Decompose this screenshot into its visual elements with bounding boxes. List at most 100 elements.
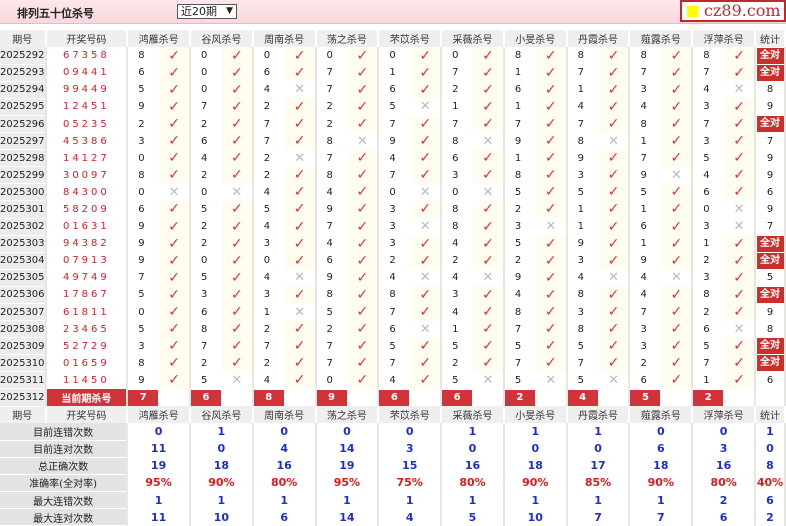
kill-number-cell: 7 <box>640 152 647 164</box>
kill-number-cell: 7 <box>326 221 333 233</box>
draw-number-cell: 23465 <box>45 320 129 338</box>
kill-number-cell: 7 <box>138 272 145 284</box>
stats-value: 10 <box>189 508 254 526</box>
check-icon: ✓ <box>159 132 191 150</box>
check-icon: ✓ <box>221 64 254 82</box>
check-icon: ✓ <box>724 252 756 270</box>
stats-value: 15 <box>378 457 443 475</box>
kill-number-cell: 6 <box>703 186 710 198</box>
chevron-down-icon: ▼ <box>226 6 233 16</box>
site-logo[interactable]: cz89.com <box>680 0 786 22</box>
kill-number-cell: 6 <box>200 306 208 318</box>
table-row: 2025301 58209 6 ✓ 5 ✓ 5 ✓ 9 ✓ 3 ✓ 8 ✓ 2 ✓ 1 ✓ 1 ✓ 0 ✕ 9 <box>0 200 786 219</box>
cross-icon: ✕ <box>410 183 443 201</box>
kill-number-cell: 4 <box>263 84 271 96</box>
check-icon: ✓ <box>347 252 380 270</box>
kill-number-cell: 5 <box>389 101 396 113</box>
check-icon: ✓ <box>598 286 631 304</box>
check-icon: ✓ <box>284 235 317 253</box>
kill-number-cell: 1 <box>514 67 522 79</box>
kill-number-cell: 7 <box>200 101 208 113</box>
header-draw: 开奖号码 <box>45 30 129 48</box>
kill-number-cell: 7 <box>326 340 333 352</box>
stats-value: 80% <box>692 474 756 492</box>
draw-number-cell: 61811 <box>45 303 129 321</box>
period-range-select[interactable]: 近20期 ▼ <box>177 4 237 19</box>
check-icon: ✓ <box>724 183 756 201</box>
kill-number-cell: 2 <box>452 357 459 369</box>
stats-value: 90% <box>503 474 568 492</box>
stats-value: 3 <box>378 440 443 458</box>
check-icon: ✓ <box>410 81 443 99</box>
check-icon: ✓ <box>724 354 756 372</box>
kill-number-cell: 5 <box>577 186 585 198</box>
kill-number-cell: 0 <box>389 50 396 62</box>
kill-number-cell: 6 <box>263 67 271 79</box>
kill-number-cell: 8 <box>577 135 585 147</box>
stats-label: 总正确次数 <box>0 457 129 475</box>
check-icon: ✓ <box>284 252 317 270</box>
draw-number-cell: 11450 <box>45 371 129 389</box>
kill-number-cell: 8 <box>452 221 459 233</box>
check-icon: ✓ <box>221 354 254 372</box>
kill-number-cell: 1 <box>514 152 522 164</box>
stats-value: 0 <box>252 423 317 441</box>
header-stat: 统计 <box>755 406 786 424</box>
table-row: 2025303 94382 9 ✓ 2 ✓ 3 ✓ 4 ✓ 3 ✓ 4 ✓ 5 ✓ 9 ✓ 1 ✓ 1 ✓ 全对 <box>0 235 786 253</box>
period-cell: 2025300 <box>0 183 47 202</box>
stat-cell: 8 <box>755 81 786 99</box>
check-icon: ✓ <box>724 166 756 184</box>
blank-cell <box>598 388 631 407</box>
kill-number-cell: 1 <box>452 101 459 113</box>
period-cell: 2025303 <box>0 235 47 253</box>
kill-number-cell: 0 <box>326 50 333 62</box>
check-icon: ✓ <box>598 337 631 355</box>
kill-number-cell: 0 <box>200 186 208 198</box>
kill-number-cell: 2 <box>452 84 459 96</box>
check-icon: ✓ <box>535 64 568 82</box>
period-cell: 2025309 <box>0 337 47 356</box>
stats-value: 6 <box>755 491 786 509</box>
check-icon: ✓ <box>347 218 380 236</box>
check-icon: ✓ <box>724 269 756 287</box>
check-icon: ✓ <box>221 200 254 219</box>
kill-number-cell: 3 <box>200 289 208 301</box>
check-icon: ✓ <box>284 47 317 65</box>
check-icon: ✓ <box>159 64 191 82</box>
kill-number-cell: 4 <box>640 289 647 301</box>
check-icon: ✓ <box>473 200 505 219</box>
check-icon: ✓ <box>221 166 254 184</box>
check-icon: ✓ <box>410 303 443 321</box>
stats-value: 16 <box>441 457 505 475</box>
draw-number-cell: 52729 <box>45 337 129 355</box>
check-icon: ✓ <box>284 218 317 236</box>
stats-value: 1 <box>127 491 191 509</box>
check-icon: ✓ <box>724 47 756 65</box>
check-icon: ✓ <box>535 132 568 150</box>
kill-number-cell: 2 <box>200 169 208 181</box>
kill-number-cell: 5 <box>514 238 522 250</box>
check-icon: ✓ <box>159 252 191 270</box>
kill-number-cell: 8 <box>138 169 145 181</box>
check-icon: ✓ <box>661 149 694 167</box>
kill-number-cell: 7 <box>263 340 271 352</box>
check-icon: ✓ <box>724 115 756 133</box>
kill-number-cell: 7 <box>514 118 522 130</box>
kill-number-cell: 9 <box>138 101 145 113</box>
all-right-badge: 全对 <box>756 355 784 372</box>
stats-value: 19 <box>127 457 191 475</box>
draw-number-cell: 84300 <box>45 183 129 201</box>
check-icon: ✓ <box>159 115 191 133</box>
stats-value: 1 <box>566 423 631 441</box>
stats-row: 最大连对次数 11 10 6 14 4 5 10 7 7 6 2 <box>0 508 786 526</box>
check-icon: ✓ <box>535 286 568 304</box>
check-icon: ✓ <box>159 81 191 99</box>
kill-number-cell: 4 <box>452 238 459 250</box>
check-icon: ✓ <box>598 47 631 65</box>
kill-number-cell: 3 <box>452 289 459 301</box>
kill-number-cell: 8 <box>326 289 333 301</box>
kill-number-cell: 6 <box>138 203 145 215</box>
kill-number-cell: 4 <box>326 186 333 198</box>
kill-number-cell: 7 <box>577 67 585 79</box>
stats-row: 目前连对次数 11 0 4 14 3 0 0 0 6 3 0 <box>0 440 786 458</box>
